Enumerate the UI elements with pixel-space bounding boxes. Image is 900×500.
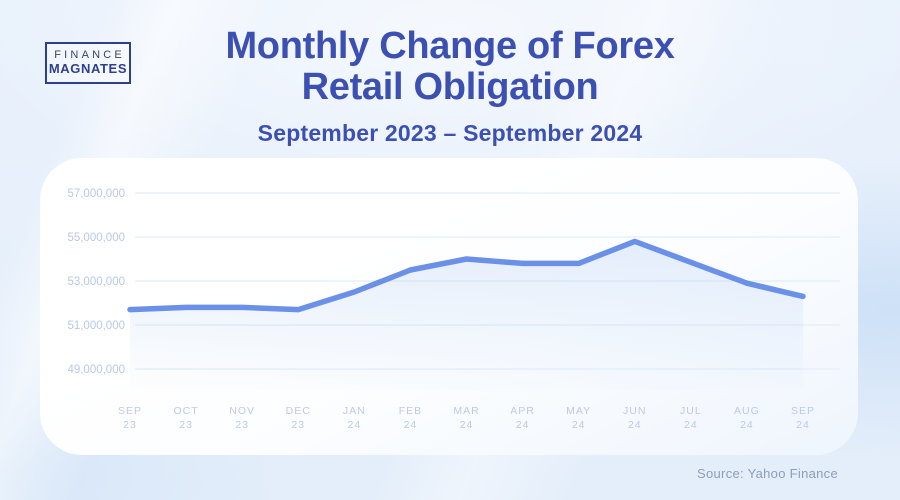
obligation-line-chart: 49,000,000 51,000,000 53,000,000 55,000,000… [67,188,840,431]
svg-text:51,000,000: 51,000,000 [67,320,125,332]
date-range-subtitle: September 2023 – September 2024 [257,120,643,147]
logo-text-magnates: MAGNATES [48,60,128,76]
svg-text:49,000,000: 49,000,000 [67,364,125,376]
header: Monthly Change of Forex Retail Obligatio… [0,25,900,147]
title-line-2: Retail Obligation [301,66,599,109]
svg-text:55,000,000: 55,000,000 [67,232,125,244]
svg-text:53,000,000: 53,000,000 [67,276,125,288]
finance-magnates-logo: FINANCE MAGNATES [45,42,131,84]
svg-text:57,000,000: 57,000,000 [67,188,125,200]
y-axis-labels: 49,000,000 51,000,000 53,000,000 55,000,000… [67,188,125,376]
title-line-1: Monthly Change of Forex [225,25,675,67]
logo-text-finance: FINANCE [54,49,125,62]
x-axis-labels: SEP 23 OCT 23 NOV 23 DEC 23 JAN 24 FEB 24 MAR 24 APR 24… [118,405,815,431]
area-fill [130,241,803,390]
data-line [127,238,806,313]
chart-card: 49,000,000 51,000,000 53,000,000 55,000,000… [40,158,858,455]
source-attribution: Source: Yahoo Finance [697,466,838,481]
page-title: Monthly Change of Forex Retail Obligatio… [0,25,900,109]
